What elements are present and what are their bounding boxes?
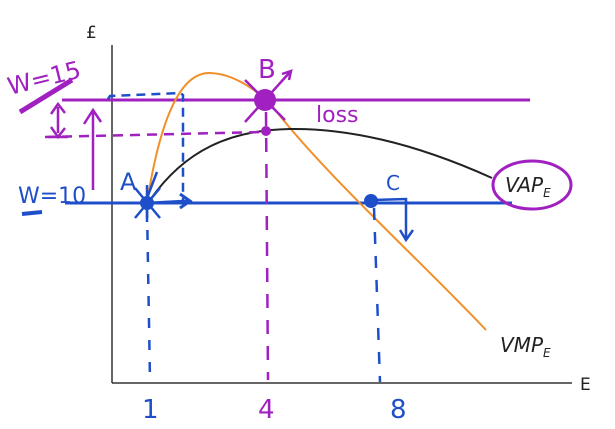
point-a-dot (140, 196, 154, 210)
wage-15-underline (18, 77, 74, 115)
double-arrow-icon (48, 101, 68, 140)
right-arrow-icon (149, 192, 193, 210)
up-arrow-icon (82, 107, 103, 190)
vap-max-dot (261, 126, 271, 136)
vap-label-circle (491, 159, 573, 211)
x-axis-label: E (580, 375, 591, 395)
y-axis-label: £ (86, 23, 97, 43)
wage-10-label: W=10 (18, 184, 86, 209)
dashed-line-e4 (264, 111, 270, 381)
wage-15-label: W=15 (5, 56, 84, 101)
x-tick-8: 8 (390, 395, 407, 425)
vap-label: VAPE (505, 173, 551, 200)
dashed-line-e8 (372, 207, 382, 383)
dashed-rectangle-guide (106, 91, 185, 203)
x-tick-1: 1 (142, 395, 159, 425)
down-arrow-icon (371, 197, 415, 243)
wage-10-underline (21, 210, 43, 216)
dashed-line-e1 (145, 207, 152, 381)
x-tick-4: 4 (258, 395, 275, 425)
point-b-label: B (258, 55, 276, 85)
vmp-label: VMPE (500, 333, 551, 360)
point-a-label: A (120, 168, 137, 196)
point-b-dot (254, 89, 276, 111)
vap-level-dashed (44, 130, 266, 139)
vap-curve (149, 127, 493, 201)
point-c-label: C (386, 171, 400, 195)
loss-label: loss (316, 103, 359, 128)
point-c-dot (364, 194, 378, 208)
